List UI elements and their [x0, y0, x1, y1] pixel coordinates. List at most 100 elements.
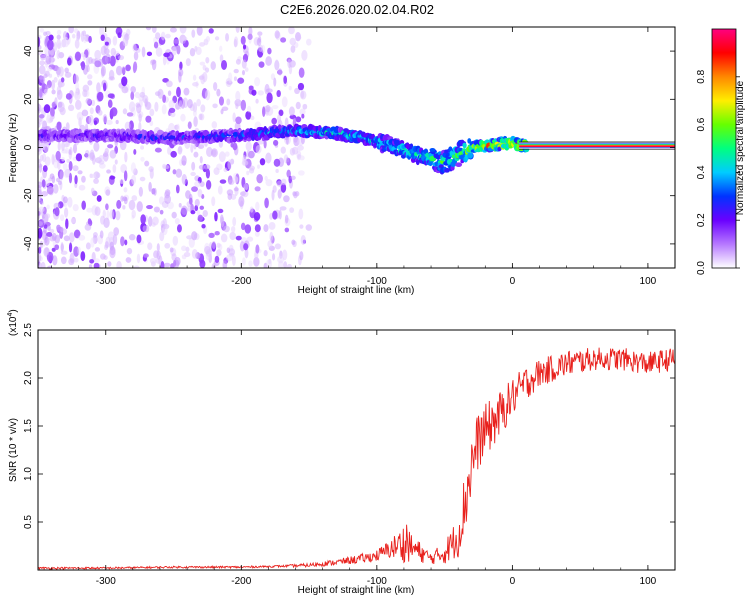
heatmap-cell	[255, 98, 259, 104]
heatmap-cell	[87, 80, 93, 86]
heatmap-cell	[47, 265, 53, 268]
heatmap-cell	[217, 185, 223, 195]
heatmap-cell	[151, 188, 156, 195]
heatmap-cell	[235, 116, 242, 125]
heatmap-cell	[278, 109, 284, 117]
colorbar-ticks: 0.0 0.2 0.4 0.6 0.8	[696, 69, 740, 275]
heatmap-cell	[87, 218, 92, 225]
heatmap-cell	[61, 141, 65, 152]
heatmap-cell	[69, 252, 75, 264]
heatmap-cell	[39, 88, 43, 98]
heatmap-cell	[93, 141, 100, 152]
heatmap-cell	[178, 202, 182, 208]
heatmap-cell	[194, 198, 200, 207]
heatmap-cell	[467, 152, 474, 159]
heatmap-cell	[211, 240, 216, 250]
heatmap-cell	[288, 85, 292, 91]
heatmap-cell	[205, 67, 210, 73]
heatmap-cell	[57, 160, 61, 170]
spectrogram-x-axis-label: Height of straight line (km)	[298, 285, 415, 296]
heatmap-cell	[38, 121, 41, 128]
heatmap-cell	[218, 151, 226, 163]
heatmap-cell	[68, 161, 73, 171]
heatmap-cell	[216, 242, 221, 248]
heatmap-cell	[296, 35, 302, 41]
heatmap-cell	[284, 214, 289, 224]
y-tick-label: 1.5	[23, 419, 34, 433]
heatmap-cell	[284, 227, 290, 233]
heatmap-cell	[266, 92, 273, 104]
heatmap-cell	[149, 168, 154, 179]
heatmap-cell	[123, 196, 128, 205]
heatmap-cell	[287, 58, 292, 69]
heatmap-cell	[181, 174, 187, 185]
heatmap-cell	[297, 145, 304, 151]
heatmap-cell	[257, 140, 265, 145]
heatmap-cell	[65, 93, 72, 100]
heatmap-cell	[56, 67, 60, 78]
heatmap-cell	[206, 146, 213, 157]
y-tick-label: 2.0	[23, 371, 34, 385]
figure-title: C2E6.2026.020.02.04.R02	[280, 2, 434, 17]
heatmap-cell	[205, 168, 211, 179]
heatmap-cell	[50, 107, 55, 118]
heatmap-cell	[298, 67, 305, 78]
x-tick-label: -200	[231, 576, 251, 587]
heatmap-cell	[269, 212, 274, 220]
y-tick-label: 0.5	[23, 515, 34, 529]
heatmap-cell	[135, 47, 141, 53]
heatmap-cell	[47, 225, 51, 231]
heatmap-cell	[96, 91, 104, 102]
heatmap-cell	[190, 171, 196, 177]
heatmap-cell	[257, 90, 264, 96]
y-tick-label: 1.0	[23, 467, 34, 481]
heatmap-cell	[64, 67, 69, 74]
heatmap-cell	[241, 190, 249, 198]
heatmap-cell	[242, 44, 247, 50]
heatmap-cell	[223, 167, 228, 173]
heatmap-cell	[94, 247, 101, 252]
heatmap-cell	[102, 82, 107, 92]
heatmap-cell	[228, 248, 236, 256]
heatmap-cell	[44, 213, 51, 219]
heatmap-cell	[40, 54, 46, 61]
heatmap-cell	[265, 88, 273, 93]
heatmap-cell	[177, 146, 183, 155]
colorbar-label: Normalized spectral amplitude	[735, 80, 746, 215]
heatmap-cell	[255, 244, 260, 254]
heatmap-cell	[485, 139, 489, 144]
heatmap-cell	[43, 104, 51, 114]
heatmap-cell	[132, 43, 137, 52]
heatmap-cell	[193, 142, 197, 150]
heatmap-cell	[41, 191, 49, 197]
heatmap-cell	[51, 101, 56, 108]
heatmap-cell	[289, 147, 296, 156]
heatmap-cell	[208, 232, 215, 239]
heatmap-cell	[73, 28, 79, 34]
heatmap-cell	[56, 121, 62, 131]
heatmap-cell	[286, 263, 292, 268]
heatmap-cell	[230, 226, 236, 233]
heatmap-cell	[77, 128, 82, 134]
y-tick-label: 0	[23, 144, 34, 150]
heatmap-cell	[67, 196, 73, 208]
heatmap-cell	[153, 250, 159, 259]
heatmap-cell	[240, 99, 247, 111]
heatmap-cell	[265, 152, 272, 164]
heatmap-cell	[72, 165, 79, 172]
heatmap-cell	[297, 82, 305, 91]
x-tick-label: -300	[96, 276, 116, 287]
heatmap-cell	[210, 148, 218, 158]
heatmap-cell	[298, 170, 305, 176]
heatmap-cell	[235, 103, 239, 110]
heatmap-cell	[192, 109, 197, 117]
heatmap-cell	[455, 162, 463, 167]
heatmap-cell	[108, 69, 115, 81]
heatmap-cell	[170, 150, 177, 158]
heatmap-cell	[168, 100, 175, 109]
heatmap-cell	[199, 61, 206, 66]
heatmap-cell	[104, 147, 109, 155]
heatmap-cell	[109, 149, 117, 159]
heatmap-cell	[272, 210, 278, 220]
heatmap-cell	[180, 113, 186, 122]
